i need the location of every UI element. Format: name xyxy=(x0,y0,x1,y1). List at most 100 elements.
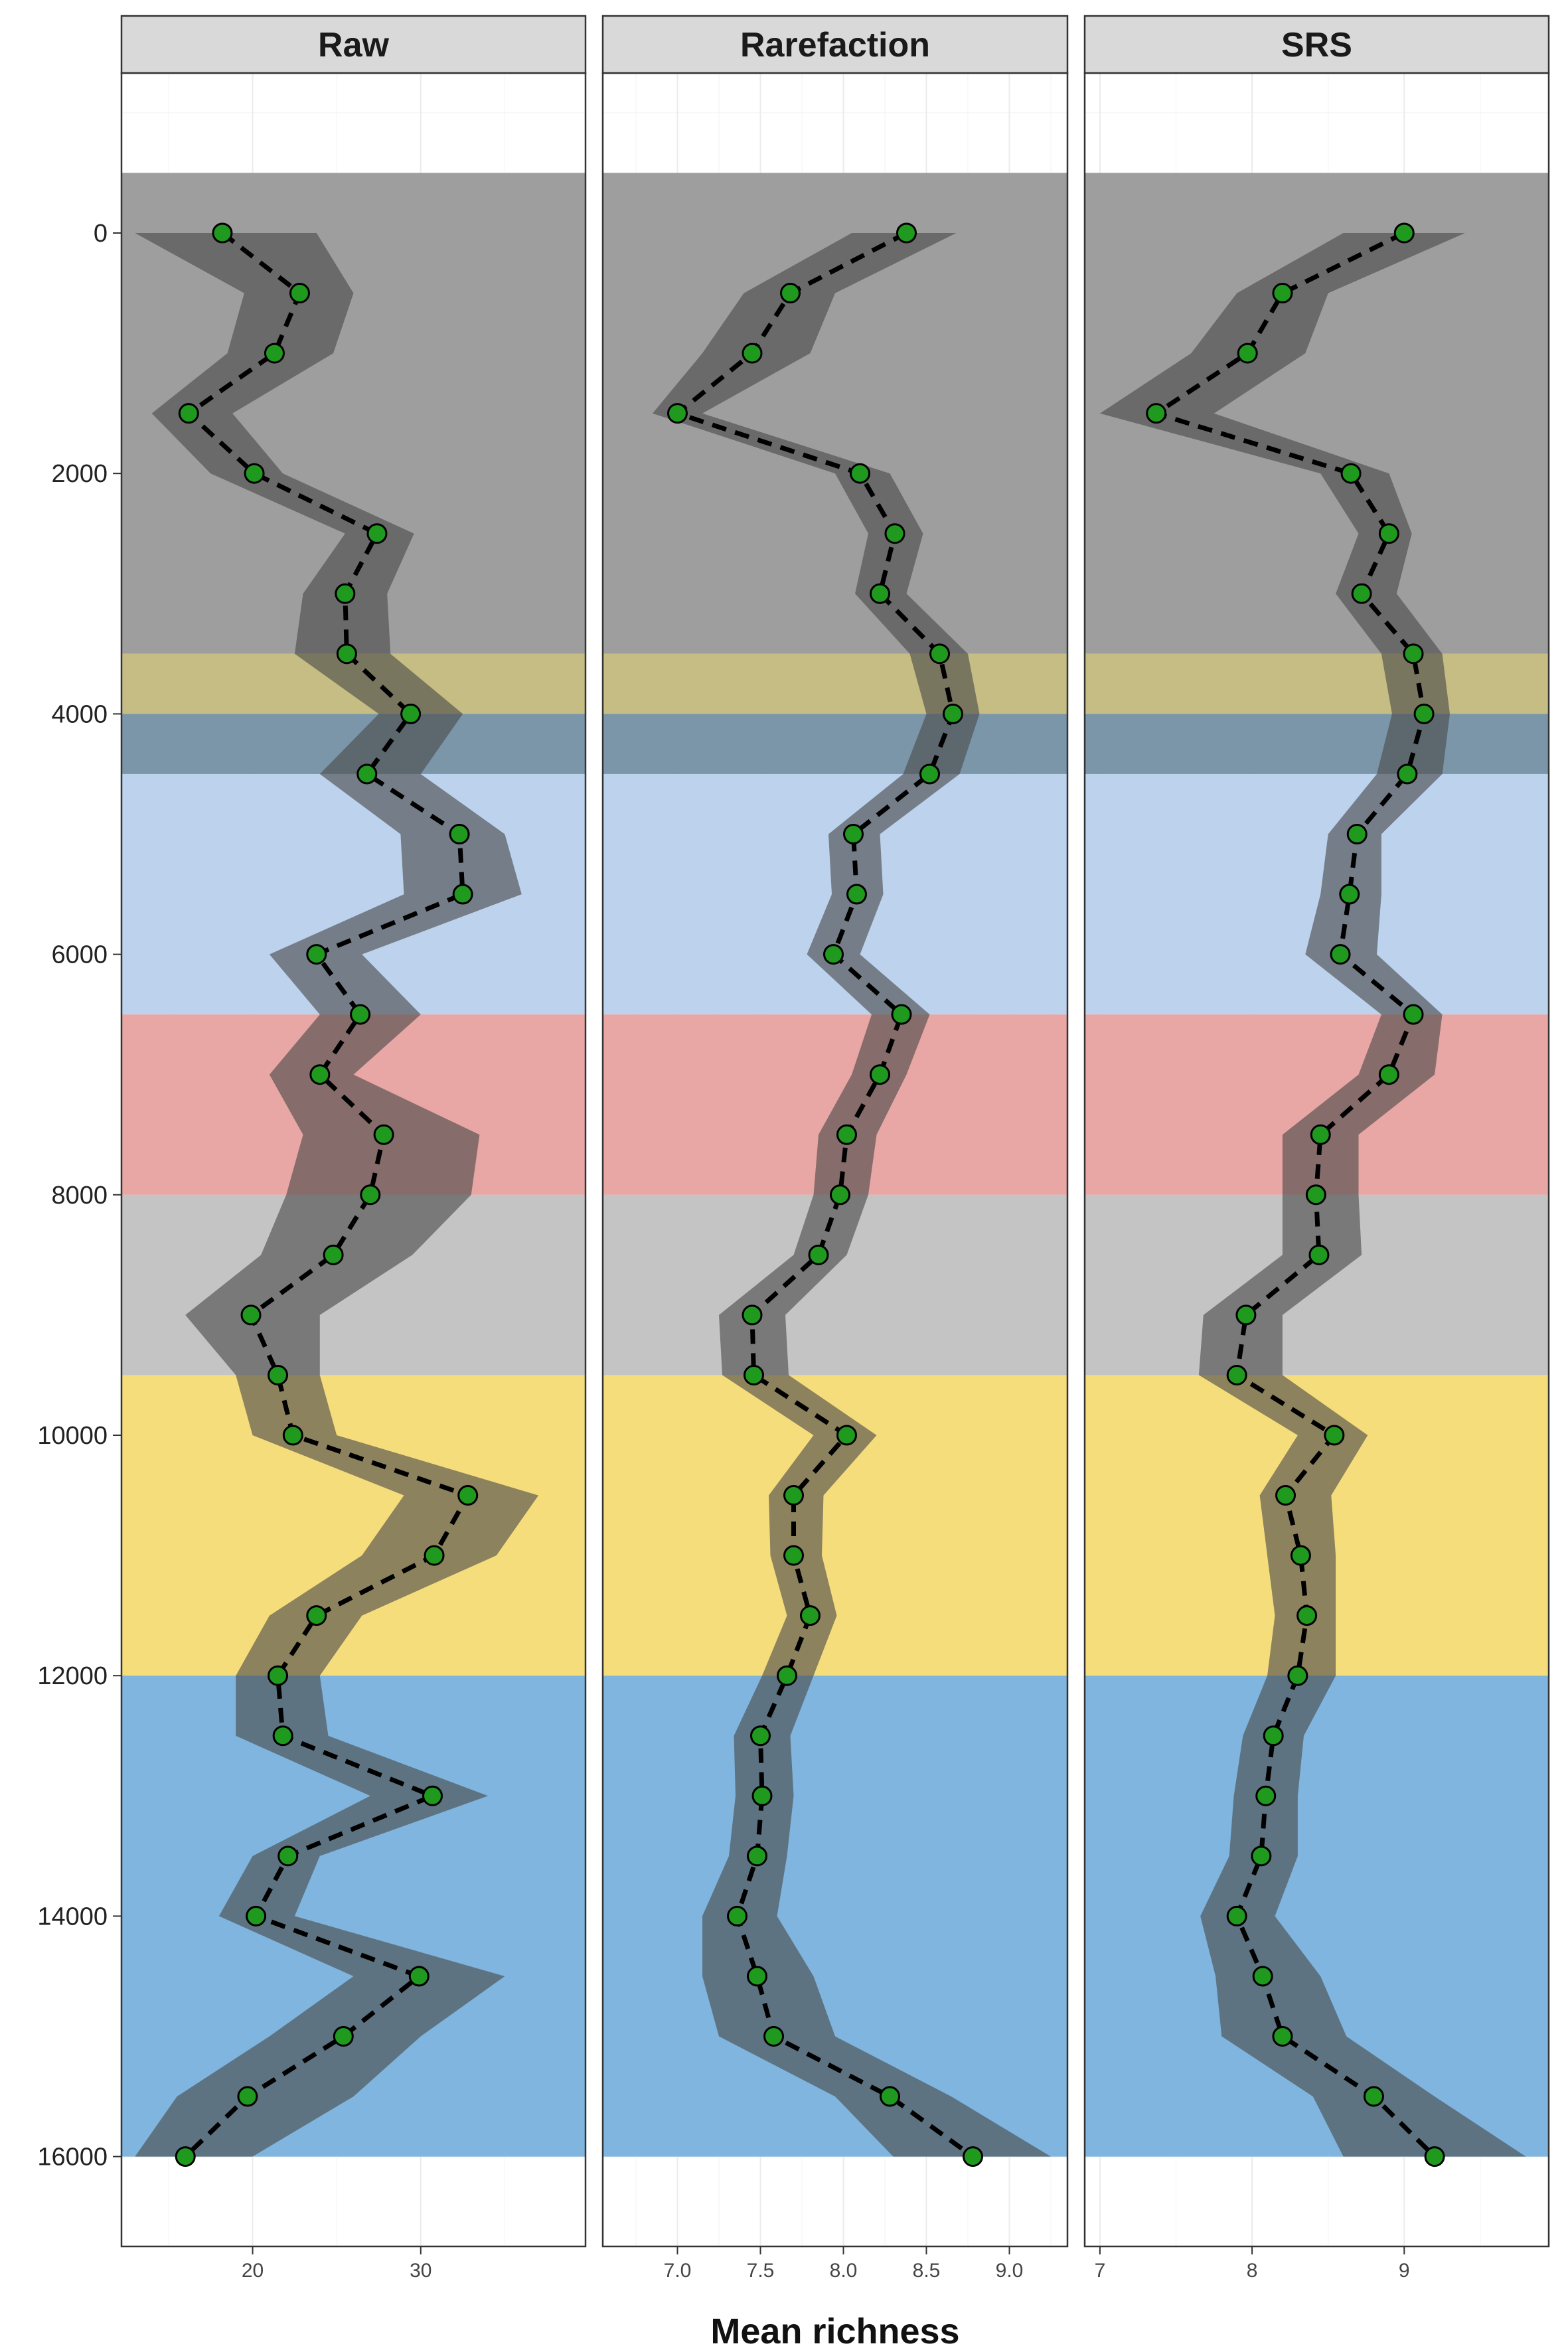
y-tick-label: 6000 xyxy=(51,941,108,969)
data-point xyxy=(306,944,327,965)
facet-panel-raw: Raw 20 30 xyxy=(120,15,587,2282)
data-point xyxy=(1251,1845,1272,1867)
data-point xyxy=(1226,1364,1247,1385)
data-point xyxy=(1290,1545,1311,1566)
background-band xyxy=(1085,653,1549,714)
data-point xyxy=(422,1785,443,1806)
data-point xyxy=(943,703,963,724)
data-point xyxy=(1397,763,1418,785)
data-point xyxy=(843,824,864,844)
data-point xyxy=(333,2026,354,2047)
data-point xyxy=(1346,824,1368,844)
data-point xyxy=(178,403,199,424)
data-point xyxy=(823,944,844,965)
data-point xyxy=(1351,583,1372,604)
data-point xyxy=(306,1605,327,1626)
x-tick-label: 8.5 xyxy=(913,2260,941,2282)
data-point xyxy=(1403,643,1424,665)
confidence-ribbon xyxy=(135,233,539,2157)
data-point xyxy=(763,2026,784,2047)
y-tick-label: 2000 xyxy=(51,460,108,488)
y-tick-label: 12000 xyxy=(37,1662,108,1690)
y-tick-label: 0 xyxy=(94,220,108,248)
x-tick-label: 8 xyxy=(1247,2260,1258,2282)
data-point xyxy=(1296,1605,1318,1626)
facet-title: SRS xyxy=(1281,26,1352,64)
data-point xyxy=(424,1545,445,1566)
data-point xyxy=(870,1064,890,1085)
mean-richness-line xyxy=(183,231,471,2159)
data-point xyxy=(1363,2086,1384,2107)
y-tick-label: 8000 xyxy=(51,1182,108,1210)
data-point xyxy=(750,1725,771,1747)
data-point xyxy=(1403,1004,1424,1025)
data-points xyxy=(1146,222,1445,2167)
data-point xyxy=(335,583,356,604)
data-point xyxy=(360,1184,381,1206)
facet-title: Rarefaction xyxy=(740,26,930,64)
data-point xyxy=(1275,1485,1296,1506)
data-point xyxy=(1413,703,1435,724)
data-point xyxy=(808,1244,829,1265)
data-point xyxy=(1237,343,1258,364)
data-point xyxy=(1235,1304,1257,1326)
data-point xyxy=(1310,1124,1331,1145)
data-point xyxy=(919,763,940,785)
data-point xyxy=(1305,1184,1326,1206)
data-point xyxy=(1424,2146,1445,2167)
data-point xyxy=(1226,1905,1247,1926)
data-point xyxy=(373,1124,394,1145)
data-point xyxy=(880,2086,900,2107)
data-point xyxy=(1272,2026,1293,2047)
data-point xyxy=(449,824,470,844)
data-point xyxy=(1272,283,1293,304)
data-point xyxy=(783,1485,804,1506)
data-point xyxy=(1287,1665,1308,1686)
data-point xyxy=(744,1364,764,1385)
data-point xyxy=(1339,884,1360,905)
y-tick-label: 14000 xyxy=(37,1903,108,1930)
background-band xyxy=(1085,714,1549,774)
data-point xyxy=(742,343,763,364)
x-tick-label: 7.5 xyxy=(747,2260,775,2282)
facet-strip xyxy=(1083,15,1550,74)
facet-strip xyxy=(601,15,1069,74)
data-point xyxy=(830,1184,850,1206)
data-point xyxy=(891,1004,912,1025)
x-tick-label: 9.0 xyxy=(996,2260,1024,2282)
data-point xyxy=(268,1364,289,1385)
data-point xyxy=(884,523,905,544)
data-point xyxy=(1393,222,1415,244)
data-point xyxy=(667,403,688,424)
data-point xyxy=(212,222,233,244)
data-point xyxy=(175,2146,196,2167)
data-point xyxy=(1330,944,1351,965)
data-point xyxy=(780,283,801,304)
facet-panel-rarefaction: Rarefaction 7.0 7.5 8.0 8.5 9.0 xyxy=(601,15,1069,2282)
data-point xyxy=(846,884,867,905)
data-point xyxy=(1378,523,1399,544)
data-point xyxy=(240,1304,262,1326)
facet-title: Raw xyxy=(318,26,389,64)
data-point xyxy=(1255,1785,1277,1806)
data-point xyxy=(1263,1725,1284,1747)
x-tick-label: 20 xyxy=(242,2260,264,2282)
data-point xyxy=(751,1785,773,1806)
data-point xyxy=(777,1665,797,1686)
x-tick-label: 8.0 xyxy=(830,2260,858,2282)
mean-richness-line xyxy=(675,230,975,2159)
data-point xyxy=(244,463,265,484)
x-axis-title: Mean richness xyxy=(710,2312,959,2351)
data-points xyxy=(667,222,983,2167)
data-point xyxy=(727,1905,747,1926)
y-tick-label: 10000 xyxy=(37,1422,108,1450)
background-band xyxy=(603,653,1067,714)
data-point xyxy=(268,1665,289,1686)
x-tick-label: 9 xyxy=(1399,2260,1410,2282)
data-point xyxy=(1252,1966,1273,1987)
data-point xyxy=(237,2086,258,2107)
data-point xyxy=(963,2146,983,2167)
data-point xyxy=(1146,403,1167,424)
facet-panels: Raw 20 30 Rarefaction 7.0 7.5 8.0 8.5 9.0 SRS 7 8 9 xyxy=(120,15,1550,2282)
data-point xyxy=(400,703,422,724)
